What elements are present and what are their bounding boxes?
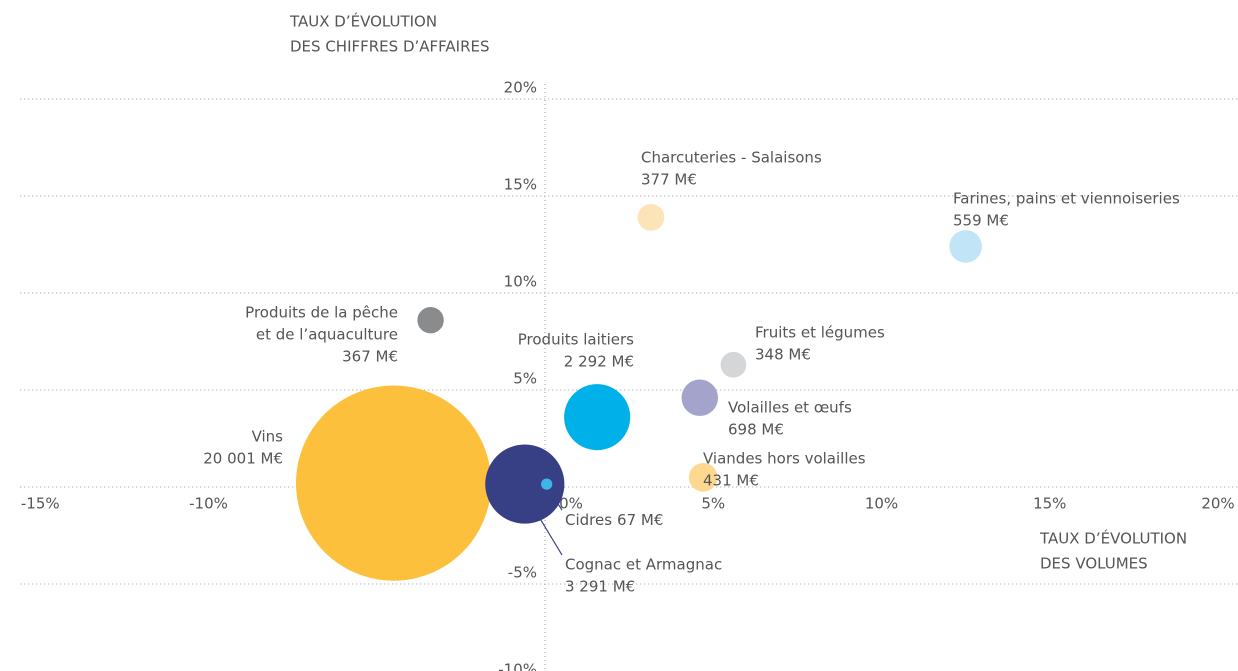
bubble-name: Vins	[252, 428, 284, 446]
bubble	[949, 230, 982, 263]
y-axis-title: DES CHIFFRES D’AFFAIRES	[290, 38, 490, 56]
x-tick-label: 15%	[1033, 495, 1066, 513]
y-tick-label: 20%	[504, 79, 537, 97]
x-tick-label: 10%	[865, 495, 898, 513]
bubble-name: Cidres	[565, 511, 612, 529]
bubble	[417, 306, 444, 334]
bubble-name: Produits de la pêche	[245, 304, 398, 322]
bubble	[637, 203, 665, 231]
bubble-name: et de l’aquaculture	[256, 326, 398, 344]
bubble	[720, 351, 747, 378]
y-tick-label: -10%	[498, 661, 537, 671]
x-tick-label: -15%	[21, 495, 60, 513]
y-tick-label: 15%	[504, 176, 537, 194]
bubble	[541, 478, 553, 490]
y-axis-title: TAUX D’ÉVOLUTION	[289, 12, 437, 31]
bubble-value: 67 M€	[617, 511, 663, 529]
bubble-value: 559 M€	[953, 212, 1009, 230]
bubble-value: 2 292 M€	[564, 353, 634, 371]
bubble	[295, 385, 492, 581]
bubble-value: 348 M€	[755, 346, 811, 364]
bubble-name: Cognac et Armagnac	[565, 556, 722, 574]
bubble-value: 377 M€	[641, 171, 697, 189]
bubble-value: 367 M€	[342, 348, 398, 366]
bubble-name: Farines, pains et viennoiseries	[953, 190, 1180, 208]
bubble-value: 3 291 M€	[565, 578, 635, 596]
x-tick-label: 20%	[1201, 495, 1234, 513]
bubble-name: Fruits et légumes	[755, 324, 885, 342]
y-tick-label: -5%	[508, 564, 537, 582]
x-tick-label: 0%	[559, 495, 583, 513]
bubble	[564, 384, 631, 451]
y-tick-label: 10%	[504, 273, 537, 291]
bubble-name: Produits laitiers	[518, 331, 634, 349]
bubble	[681, 379, 719, 416]
bubble-value: 431 M€	[703, 472, 759, 490]
bubble-label: Cidres 67 M€	[565, 511, 663, 529]
y-tick-label: 5%	[513, 370, 537, 388]
bubble-name: Viandes hors volailles	[703, 450, 866, 468]
x-axis-title: DES VOLUMES	[1040, 555, 1148, 573]
x-tick-label: 5%	[701, 495, 725, 513]
bubble	[485, 444, 565, 524]
x-tick-label: -10%	[189, 495, 228, 513]
bubble-value: 698 M€	[728, 421, 784, 439]
x-axis-title: TAUX D’ÉVOLUTION	[1039, 529, 1187, 548]
bubble-name: Volailles et œufs	[728, 399, 852, 417]
bubble-name: Charcuteries - Salaisons	[641, 149, 822, 167]
bubble-value: 20 001 M€	[203, 450, 283, 468]
bubble	[688, 462, 718, 492]
